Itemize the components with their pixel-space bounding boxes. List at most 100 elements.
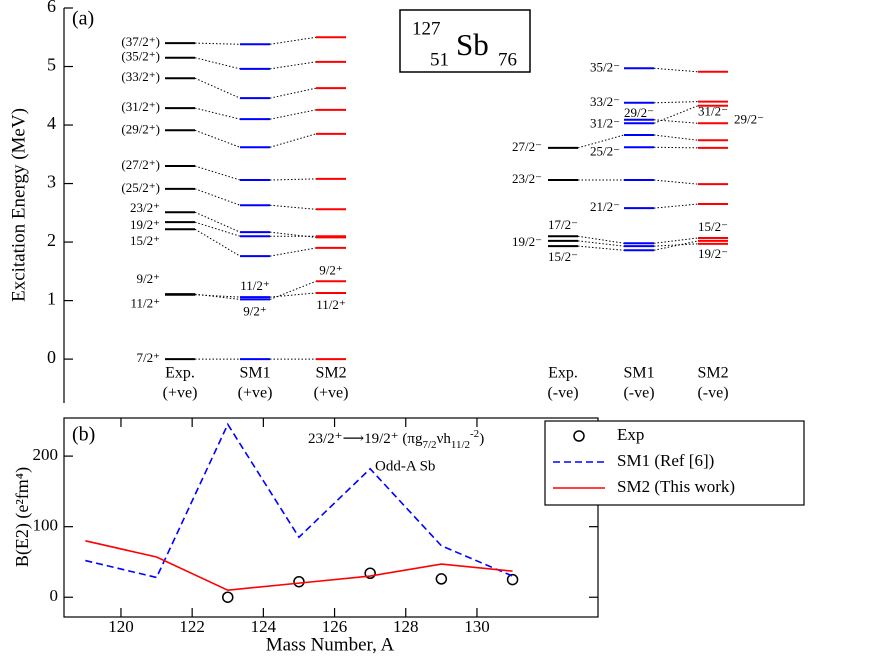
level-connector — [269, 87, 317, 99]
legend-marker — [573, 430, 585, 442]
level-connector — [269, 247, 317, 257]
level-connector — [653, 67, 699, 73]
data-line — [85, 422, 513, 579]
level-label: (25/2⁺) — [121, 180, 160, 195]
level-label: (37/2⁺) — [121, 34, 160, 49]
level-connector — [269, 133, 317, 148]
y-tick-label: 5 — [47, 55, 56, 75]
data-point — [293, 575, 305, 588]
level-connector — [194, 211, 241, 233]
level-label: 19/2⁻ — [698, 246, 728, 261]
plot-frame — [63, 417, 599, 618]
y-tick-label: 200 — [33, 445, 59, 464]
y-tick-label: 0 — [47, 347, 56, 367]
level-connector — [653, 134, 699, 141]
annotation: Odd-A Sb — [375, 458, 435, 474]
column-name: SM1 — [623, 365, 654, 382]
level-connector — [653, 105, 699, 124]
column-name: SM1 — [239, 365, 270, 382]
level-label: 19/2⁻ — [512, 234, 542, 249]
legend-label: Exp — [617, 425, 644, 444]
level-label: 23/2⁺ — [130, 200, 160, 215]
x-tick-label: 126 — [322, 617, 348, 636]
level-connector — [269, 178, 317, 181]
level-label: 11/2⁺ — [131, 296, 161, 311]
level-connector — [194, 107, 241, 120]
level-label: 17/2⁻ — [548, 217, 578, 232]
nucleus-mass: 127 — [412, 18, 441, 39]
level-label: 7/2⁺ — [137, 350, 160, 365]
level-connector — [269, 61, 317, 70]
column-parity: (+ve) — [163, 385, 198, 402]
level-connector — [653, 179, 699, 185]
y-axis-label: B(E2) (e²fm⁴) — [12, 467, 33, 567]
level-connector — [269, 109, 317, 120]
level-label: 15/2⁻ — [698, 219, 728, 234]
level-label: (29/2⁺) — [121, 121, 160, 136]
level-label: 15/2⁻ — [548, 249, 578, 264]
level-label: 33/2⁻ — [590, 94, 620, 109]
data-point — [506, 573, 519, 586]
column-parity: (-ve) — [623, 385, 654, 402]
nucleus-box — [399, 9, 531, 73]
level-label: 27/2⁻ — [512, 139, 542, 154]
annotation-part: ) — [479, 431, 484, 447]
level-label: 23/2⁻ — [512, 171, 542, 186]
data-point — [222, 591, 234, 603]
level-connector — [269, 204, 317, 210]
level-connector — [653, 101, 699, 104]
level-connector — [194, 228, 241, 257]
level-label: (31/2⁺) — [121, 99, 160, 114]
data-point — [435, 573, 448, 585]
column-parity: (-ve) — [697, 385, 728, 402]
column-name: SM2 — [697, 365, 728, 382]
column-name: Exp. — [548, 365, 578, 382]
x-tick-label: 130 — [464, 617, 490, 636]
y-tick-label: 3 — [47, 172, 56, 192]
level-connector — [194, 42, 241, 45]
column-name: SM2 — [315, 365, 346, 382]
level-connector — [269, 36, 317, 45]
level-label: 11/2⁺ — [316, 297, 346, 312]
level-label: 9/2⁺ — [243, 303, 266, 318]
column-parity: (+ve) — [238, 385, 273, 402]
x-tick-label: 120 — [108, 617, 134, 636]
panel-label: (a) — [72, 8, 94, 30]
x-tick-label: 124 — [251, 617, 277, 636]
column-parity: (-ve) — [547, 385, 578, 402]
y-tick-label: 100 — [33, 516, 59, 535]
y-tick-label: 1 — [47, 289, 56, 309]
level-connector — [653, 146, 699, 149]
x-tick-label: 122 — [179, 617, 205, 636]
x-axis-label: Mass Number, A — [266, 634, 395, 655]
column-parity: (+ve) — [314, 385, 349, 402]
level-label: 29/2⁻ — [624, 105, 654, 120]
level-connector — [194, 165, 241, 181]
y-tick-label: 6 — [47, 0, 56, 16]
level-label: 19/2⁺ — [130, 217, 160, 232]
annotation-part: 7/2 — [423, 439, 437, 451]
panel-label: (b) — [72, 424, 95, 446]
column-name: Exp. — [165, 365, 195, 382]
x-tick-label: 128 — [393, 617, 419, 636]
level-connector — [653, 237, 699, 244]
level-label: 31/2⁻ — [590, 115, 620, 130]
annotation: 23/2⁺⟶19/2⁺ (πg7/2νh11/2-2) — [308, 428, 484, 451]
level-label: 29/2⁻ — [734, 111, 764, 126]
annotation-part: -2 — [470, 428, 479, 440]
level-label: 21/2⁻ — [590, 199, 620, 214]
level-connector — [577, 245, 625, 251]
y-tick-label: 4 — [47, 113, 56, 133]
data-point — [364, 567, 376, 579]
nucleus-z: 51 — [430, 49, 449, 70]
data-line — [85, 540, 513, 592]
level-connector — [194, 77, 241, 99]
level-connector — [194, 57, 241, 70]
level-connector — [194, 294, 241, 298]
level-label: 15/2⁺ — [130, 233, 160, 248]
level-connector — [577, 134, 625, 149]
level-connector — [269, 280, 317, 300]
level-label: (33/2⁺) — [121, 69, 160, 84]
nucleus-symbol: Sb — [456, 27, 489, 62]
